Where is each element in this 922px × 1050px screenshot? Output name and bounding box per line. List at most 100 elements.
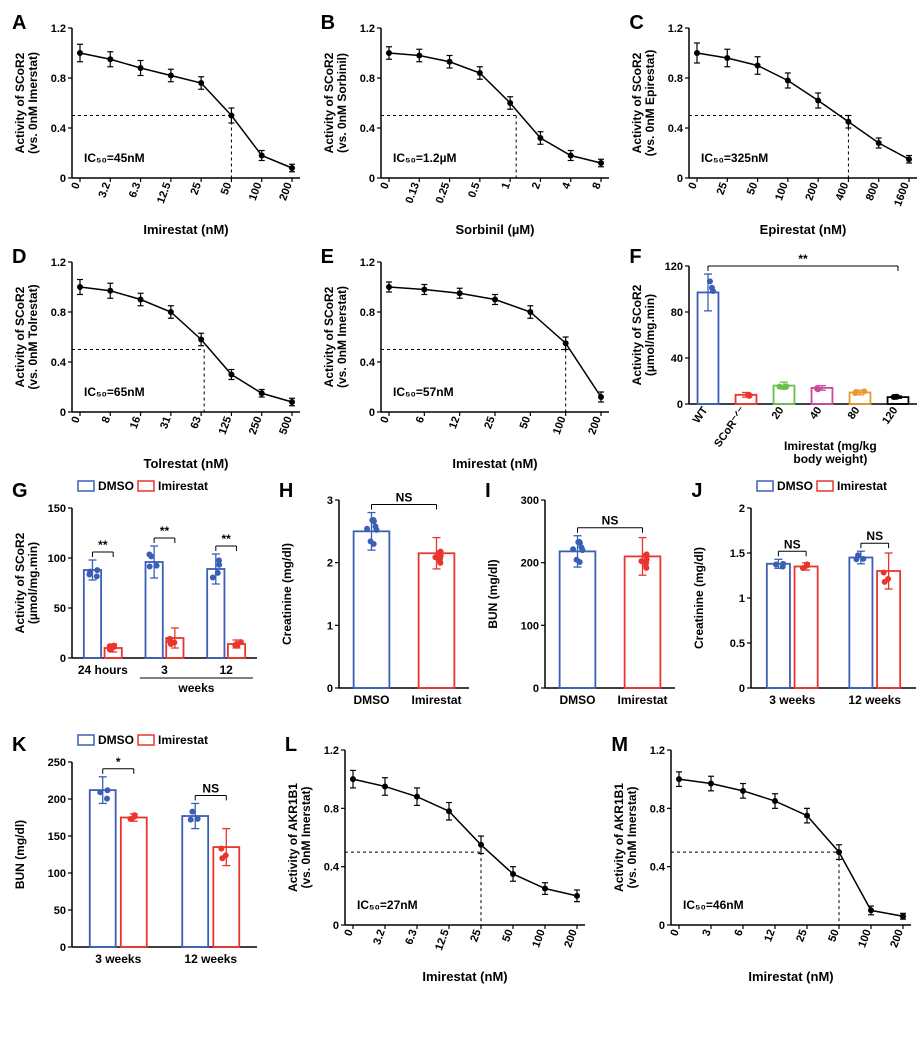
- svg-text:2: 2: [327, 558, 333, 570]
- panel-label-L: L: [285, 734, 297, 757]
- svg-text:3: 3: [327, 495, 333, 507]
- svg-text:IC₅₀=27nM: IC₅₀=27nM: [357, 898, 418, 912]
- svg-text:Activity of SCoR2: Activity of SCoR2: [630, 284, 644, 385]
- svg-text:Creatinine (mg/dl): Creatinine (mg/dl): [692, 547, 706, 649]
- svg-text:0: 0: [60, 942, 66, 954]
- svg-text:200: 200: [586, 415, 604, 436]
- svg-text:0.8: 0.8: [668, 73, 683, 85]
- svg-text:0.8: 0.8: [51, 73, 66, 85]
- panel-M: M00.40.81.2036122550100200IC₅₀=46nMActiv…: [609, 732, 922, 987]
- svg-text:0: 0: [69, 415, 82, 425]
- panel-H: H0123Creatinine (mg/dl)DMSOImirestatNS: [277, 478, 479, 728]
- panel-F: F04080120Activity of SCoR2(µmol/mg.min)W…: [627, 244, 922, 474]
- svg-text:NS: NS: [602, 514, 619, 528]
- svg-text:Imirestat: Imirestat: [158, 479, 208, 493]
- svg-text:1: 1: [739, 593, 745, 605]
- svg-text:300: 300: [521, 495, 539, 507]
- chart-K: 050100150200250BUN (mg/dl)DMSOImirestat3…: [10, 732, 265, 987]
- svg-text:40: 40: [671, 353, 683, 365]
- panel-E: E00.40.81.206122550100200IC₅₀=57nMActivi…: [319, 244, 624, 474]
- svg-text:IC₅₀=325nM: IC₅₀=325nM: [701, 151, 768, 165]
- svg-text:200: 200: [277, 181, 295, 202]
- svg-text:16: 16: [128, 415, 143, 431]
- svg-text:150: 150: [48, 831, 66, 843]
- panel-label-C: C: [629, 12, 643, 35]
- svg-text:Epirestat (nM): Epirestat (nM): [760, 222, 847, 237]
- svg-text:BUN (mg/dl): BUN (mg/dl): [486, 559, 500, 628]
- chart-H: 0123Creatinine (mg/dl)DMSOImirestatNS: [277, 478, 477, 728]
- svg-text:Imirestat (nM): Imirestat (nM): [143, 222, 228, 237]
- svg-text:1: 1: [499, 181, 512, 191]
- chart-E: 00.40.81.206122550100200IC₅₀=57nMActivit…: [319, 244, 617, 474]
- svg-text:0: 0: [677, 399, 683, 411]
- svg-text:0.8: 0.8: [51, 307, 66, 319]
- svg-text:50: 50: [54, 905, 66, 917]
- svg-text:IC₅₀=57nM: IC₅₀=57nM: [393, 385, 454, 399]
- chart-I: 0100200300BUN (mg/dl)DMSOImirestatNS: [483, 478, 683, 728]
- svg-text:0.5: 0.5: [466, 181, 483, 199]
- svg-text:100: 100: [48, 553, 66, 565]
- svg-text:DMSO: DMSO: [98, 479, 134, 493]
- svg-text:12.5: 12.5: [155, 181, 174, 205]
- svg-text:20: 20: [770, 405, 787, 422]
- svg-text:NS: NS: [202, 781, 219, 795]
- svg-text:**: **: [221, 532, 231, 546]
- svg-text:80: 80: [671, 307, 683, 319]
- svg-text:6: 6: [733, 928, 746, 938]
- svg-text:1: 1: [327, 620, 333, 632]
- svg-text:1.2: 1.2: [359, 257, 374, 269]
- svg-text:Imirestat (nM): Imirestat (nM): [452, 456, 537, 471]
- panel-label-E: E: [321, 246, 334, 269]
- svg-text:0: 0: [659, 920, 665, 932]
- svg-text:0.4: 0.4: [650, 862, 666, 874]
- svg-text:NS: NS: [784, 537, 801, 551]
- svg-text:DMSO: DMSO: [353, 693, 389, 707]
- panel-L: L00.40.81.203.26.312.52550100200IC₅₀=27n…: [283, 732, 606, 987]
- svg-text:(vs. 0nM Epirestat): (vs. 0nM Epirestat): [643, 50, 657, 157]
- svg-text:150: 150: [48, 503, 66, 515]
- svg-text:Tolrestat (nM): Tolrestat (nM): [144, 456, 229, 471]
- svg-text:12: 12: [763, 928, 778, 944]
- svg-text:12 weeks: 12 weeks: [849, 693, 902, 707]
- svg-text:100: 100: [247, 181, 265, 202]
- svg-text:**: **: [98, 538, 108, 552]
- svg-text:25: 25: [482, 415, 497, 431]
- svg-text:(µmol/mg.min): (µmol/mg.min): [643, 294, 657, 376]
- svg-text:250: 250: [247, 415, 265, 436]
- svg-text:200: 200: [804, 181, 822, 202]
- svg-text:(vs. 0nM Imerstat): (vs. 0nM Imerstat): [299, 786, 313, 888]
- panel-label-I: I: [485, 480, 491, 503]
- svg-text:0: 0: [378, 181, 391, 191]
- svg-text:0.25: 0.25: [433, 181, 452, 205]
- svg-text:0: 0: [60, 653, 66, 665]
- svg-text:0: 0: [342, 928, 355, 938]
- chart-A: 00.40.81.203.26.312.52550100200IC₅₀=45nM…: [10, 10, 308, 240]
- svg-text:**: **: [160, 524, 170, 538]
- svg-text:50: 50: [54, 603, 66, 615]
- svg-text:Activity of AKR1B1: Activity of AKR1B1: [286, 783, 300, 892]
- svg-text:1.2: 1.2: [324, 745, 339, 757]
- svg-text:0.8: 0.8: [324, 803, 339, 815]
- chart-L: 00.40.81.203.26.312.52550100200IC₅₀=27nM…: [283, 732, 593, 987]
- svg-text:DMSO: DMSO: [777, 479, 813, 493]
- svg-text:0.4: 0.4: [51, 123, 67, 135]
- svg-text:0: 0: [677, 173, 683, 185]
- svg-text:40: 40: [808, 405, 825, 422]
- svg-text:0.4: 0.4: [359, 123, 375, 135]
- svg-text:250: 250: [48, 757, 66, 769]
- figure-grid: A00.40.81.203.26.312.52550100200IC₅₀=45n…: [10, 10, 922, 987]
- svg-text:(vs. 0nM Tolrestat): (vs. 0nM Tolrestat): [26, 284, 40, 389]
- svg-text:Imirestat: Imirestat: [158, 733, 208, 747]
- svg-text:0: 0: [378, 415, 391, 425]
- svg-text:200: 200: [889, 928, 907, 949]
- svg-text:0: 0: [369, 173, 375, 185]
- svg-text:Imirestat: Imirestat: [618, 693, 668, 707]
- svg-text:25: 25: [468, 928, 483, 944]
- svg-text:80: 80: [846, 405, 863, 422]
- svg-text:SCoR⁻ᐟ⁻: SCoR⁻ᐟ⁻: [712, 405, 748, 450]
- svg-text:0.5: 0.5: [730, 638, 745, 650]
- svg-text:50: 50: [827, 928, 842, 944]
- panel-K: K050100150200250BUN (mg/dl)DMSOImirestat…: [10, 732, 279, 987]
- panel-D: D00.40.81.208163163125250500IC₅₀=65nMAct…: [10, 244, 315, 474]
- svg-text:Activity of SCoR2: Activity of SCoR2: [322, 286, 336, 387]
